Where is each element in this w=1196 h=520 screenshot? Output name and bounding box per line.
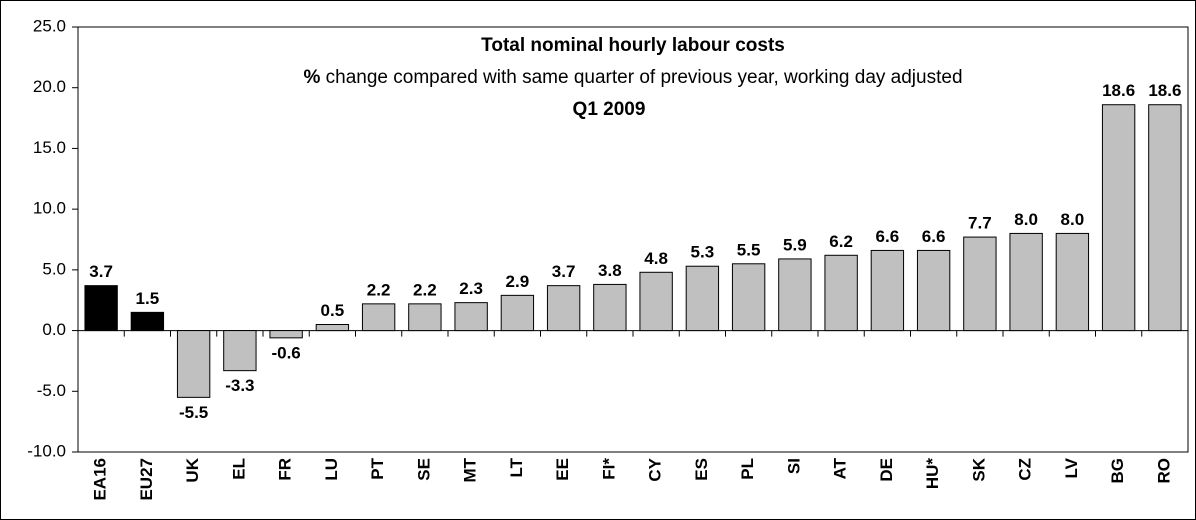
value-label: 18.6 — [1148, 81, 1181, 100]
y-tick-label: 0.0 — [42, 320, 66, 339]
value-label: 2.2 — [367, 280, 391, 299]
value-label: 6.2 — [829, 232, 853, 251]
value-label: 7.7 — [968, 214, 992, 233]
y-tick-label: 10.0 — [33, 199, 66, 218]
x-tick-label: AT — [831, 457, 850, 479]
subtitle-text: change compared with same quarter of pre… — [326, 67, 963, 88]
x-tick-label: LT — [507, 457, 526, 477]
y-tick-label: 25.0 — [33, 16, 66, 35]
chart-title: Total nominal hourly labour costs — [481, 35, 785, 56]
x-tick-label: EE — [553, 458, 572, 481]
x-tick-label: BG — [1108, 458, 1127, 484]
x-tick-label: SI — [784, 458, 803, 474]
chart-subtitle: % change compared with same quarter of p… — [303, 67, 962, 88]
value-label: 5.3 — [691, 243, 715, 262]
x-tick-label: EU27 — [137, 458, 156, 501]
y-tick-label: 20.0 — [33, 77, 66, 96]
x-tick-label: EA16 — [91, 458, 110, 501]
bar — [315, 324, 350, 332]
bar — [685, 265, 720, 332]
bar — [870, 249, 905, 332]
value-label: -0.6 — [271, 343, 300, 362]
x-tick-label: ES — [692, 458, 711, 481]
x-tick-label: FR — [276, 458, 295, 481]
y-tick-label: -5.0 — [37, 381, 66, 400]
value-label: 3.7 — [89, 262, 113, 281]
y-tick-label: -10.0 — [27, 441, 66, 460]
x-tick-label: FI* — [599, 458, 618, 480]
bar — [1009, 232, 1043, 332]
x-tick-label: MT — [461, 457, 480, 482]
bar — [361, 303, 396, 332]
y-tick-label: 15.0 — [33, 138, 66, 157]
value-label: 2.3 — [459, 279, 483, 298]
bar — [223, 330, 257, 372]
x-tick-label: PL — [738, 458, 757, 480]
bar — [731, 263, 766, 332]
bar — [1055, 232, 1090, 332]
x-tick-label: LU — [322, 458, 341, 481]
bar — [1101, 104, 1136, 332]
value-label: 3.7 — [552, 262, 576, 281]
x-tick-label: CY — [646, 457, 665, 481]
x-tick-label: SK — [969, 457, 988, 481]
value-label: 18.6 — [1102, 81, 1135, 100]
bar — [824, 254, 858, 332]
bar — [176, 330, 211, 398]
chart-period: Q1 2009 — [573, 99, 646, 120]
value-label: -3.3 — [225, 376, 254, 395]
x-tick-label: LV — [1062, 457, 1081, 478]
plot-area — [77, 26, 1189, 453]
x-tick-label: CZ — [1016, 458, 1035, 481]
value-label: -5.5 — [179, 403, 208, 422]
bar — [1148, 104, 1182, 332]
value-label: 3.8 — [598, 261, 622, 280]
bar — [546, 285, 581, 332]
value-label: 5.5 — [737, 240, 761, 259]
subtitle-symbol: % — [303, 67, 320, 88]
value-label: 4.8 — [644, 249, 668, 268]
bar — [963, 236, 997, 332]
x-tick-label: RO — [1154, 458, 1173, 484]
value-label: 8.0 — [1014, 210, 1038, 229]
bar — [778, 258, 812, 332]
x-tick-label: UK — [183, 457, 202, 482]
value-label: 0.5 — [321, 301, 345, 320]
value-label: 6.6 — [922, 227, 946, 246]
bar — [408, 303, 442, 332]
x-tick-label: HU* — [923, 458, 942, 490]
x-tick-label: SE — [414, 458, 433, 481]
bar — [916, 249, 951, 332]
bar — [84, 285, 118, 332]
value-label: 8.0 — [1061, 210, 1085, 229]
x-tick-label: PT — [368, 457, 387, 479]
bar — [593, 283, 627, 332]
bar — [500, 294, 535, 332]
value-label: 2.9 — [506, 272, 530, 291]
value-label: 1.5 — [136, 289, 160, 308]
value-label: 6.6 — [876, 227, 900, 246]
bar — [639, 271, 673, 332]
bar — [454, 302, 488, 332]
y-tick-label: 5.0 — [42, 259, 66, 278]
bar — [130, 311, 165, 332]
x-tick-label: DE — [877, 458, 896, 482]
value-label: 5.9 — [783, 235, 807, 254]
value-label: 2.2 — [413, 280, 437, 299]
bar — [269, 330, 303, 339]
x-tick-label: EL — [229, 458, 248, 480]
